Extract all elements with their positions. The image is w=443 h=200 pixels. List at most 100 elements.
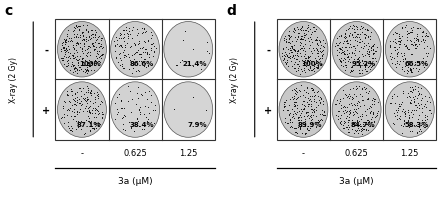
Point — [120, 67, 128, 71]
Point — [69, 44, 76, 47]
Point — [352, 121, 359, 124]
Point — [336, 98, 343, 101]
Point — [334, 54, 341, 57]
Point — [404, 70, 412, 74]
Point — [84, 102, 91, 105]
Point — [295, 96, 302, 99]
Point — [141, 58, 148, 61]
Point — [314, 121, 321, 124]
Point — [342, 46, 350, 50]
Text: d: d — [226, 4, 236, 18]
Point — [395, 36, 402, 39]
Point — [286, 42, 293, 45]
Point — [310, 113, 317, 117]
Point — [345, 119, 352, 122]
Point — [96, 122, 103, 126]
Point — [62, 50, 69, 54]
Point — [93, 91, 101, 94]
Point — [361, 28, 369, 32]
Point — [85, 91, 92, 94]
Text: 58.3%: 58.3% — [404, 121, 429, 127]
Point — [397, 124, 404, 127]
Point — [344, 29, 351, 32]
Point — [77, 108, 84, 111]
Point — [307, 34, 315, 37]
Point — [99, 54, 106, 57]
Point — [370, 113, 377, 116]
Point — [124, 32, 131, 36]
Point — [416, 114, 423, 118]
Point — [85, 89, 92, 92]
Point — [349, 27, 356, 30]
Point — [84, 47, 91, 50]
Point — [347, 44, 354, 47]
Text: 87.1%: 87.1% — [77, 121, 101, 127]
Point — [349, 119, 356, 122]
Point — [338, 103, 345, 107]
Point — [59, 106, 66, 110]
Point — [72, 103, 79, 106]
Ellipse shape — [332, 82, 381, 138]
Point — [84, 30, 91, 34]
Point — [363, 87, 370, 90]
Point — [112, 102, 119, 105]
Point — [282, 35, 289, 38]
Point — [361, 37, 369, 40]
Point — [422, 123, 429, 126]
Point — [349, 52, 356, 55]
Point — [70, 111, 78, 114]
Point — [407, 69, 414, 73]
Point — [365, 36, 372, 39]
Point — [60, 46, 67, 49]
Point — [306, 60, 313, 63]
Point — [345, 58, 352, 61]
Point — [137, 111, 144, 114]
Point — [306, 128, 313, 132]
Point — [293, 63, 300, 66]
Point — [314, 36, 321, 39]
Point — [355, 33, 362, 36]
Point — [64, 52, 71, 55]
Point — [89, 36, 96, 39]
Point — [407, 68, 414, 71]
Point — [412, 67, 419, 70]
Point — [74, 99, 81, 102]
Point — [58, 42, 65, 45]
Text: -: - — [44, 45, 49, 55]
Point — [180, 40, 187, 43]
Point — [353, 112, 360, 115]
Point — [77, 35, 84, 38]
Point — [64, 40, 71, 43]
Point — [343, 64, 350, 67]
Point — [150, 121, 157, 124]
Point — [365, 53, 372, 56]
Point — [388, 62, 395, 66]
Point — [350, 69, 357, 72]
Point — [392, 32, 399, 35]
Point — [408, 53, 416, 56]
Point — [356, 84, 363, 88]
Point — [297, 29, 304, 32]
Point — [308, 118, 315, 122]
Point — [98, 116, 105, 119]
Point — [419, 39, 426, 42]
Point — [394, 53, 401, 56]
Point — [346, 26, 354, 29]
Point — [299, 100, 306, 103]
Point — [93, 108, 100, 111]
Point — [81, 45, 88, 49]
Point — [116, 93, 123, 96]
Point — [308, 33, 315, 36]
Point — [300, 67, 307, 70]
Point — [134, 52, 141, 55]
Point — [129, 67, 136, 70]
Point — [280, 40, 288, 43]
Point — [281, 58, 288, 61]
Point — [314, 42, 321, 45]
Point — [425, 35, 432, 38]
Point — [353, 85, 360, 88]
Point — [79, 31, 86, 34]
Point — [407, 86, 414, 89]
Point — [62, 47, 70, 51]
Point — [397, 39, 404, 42]
